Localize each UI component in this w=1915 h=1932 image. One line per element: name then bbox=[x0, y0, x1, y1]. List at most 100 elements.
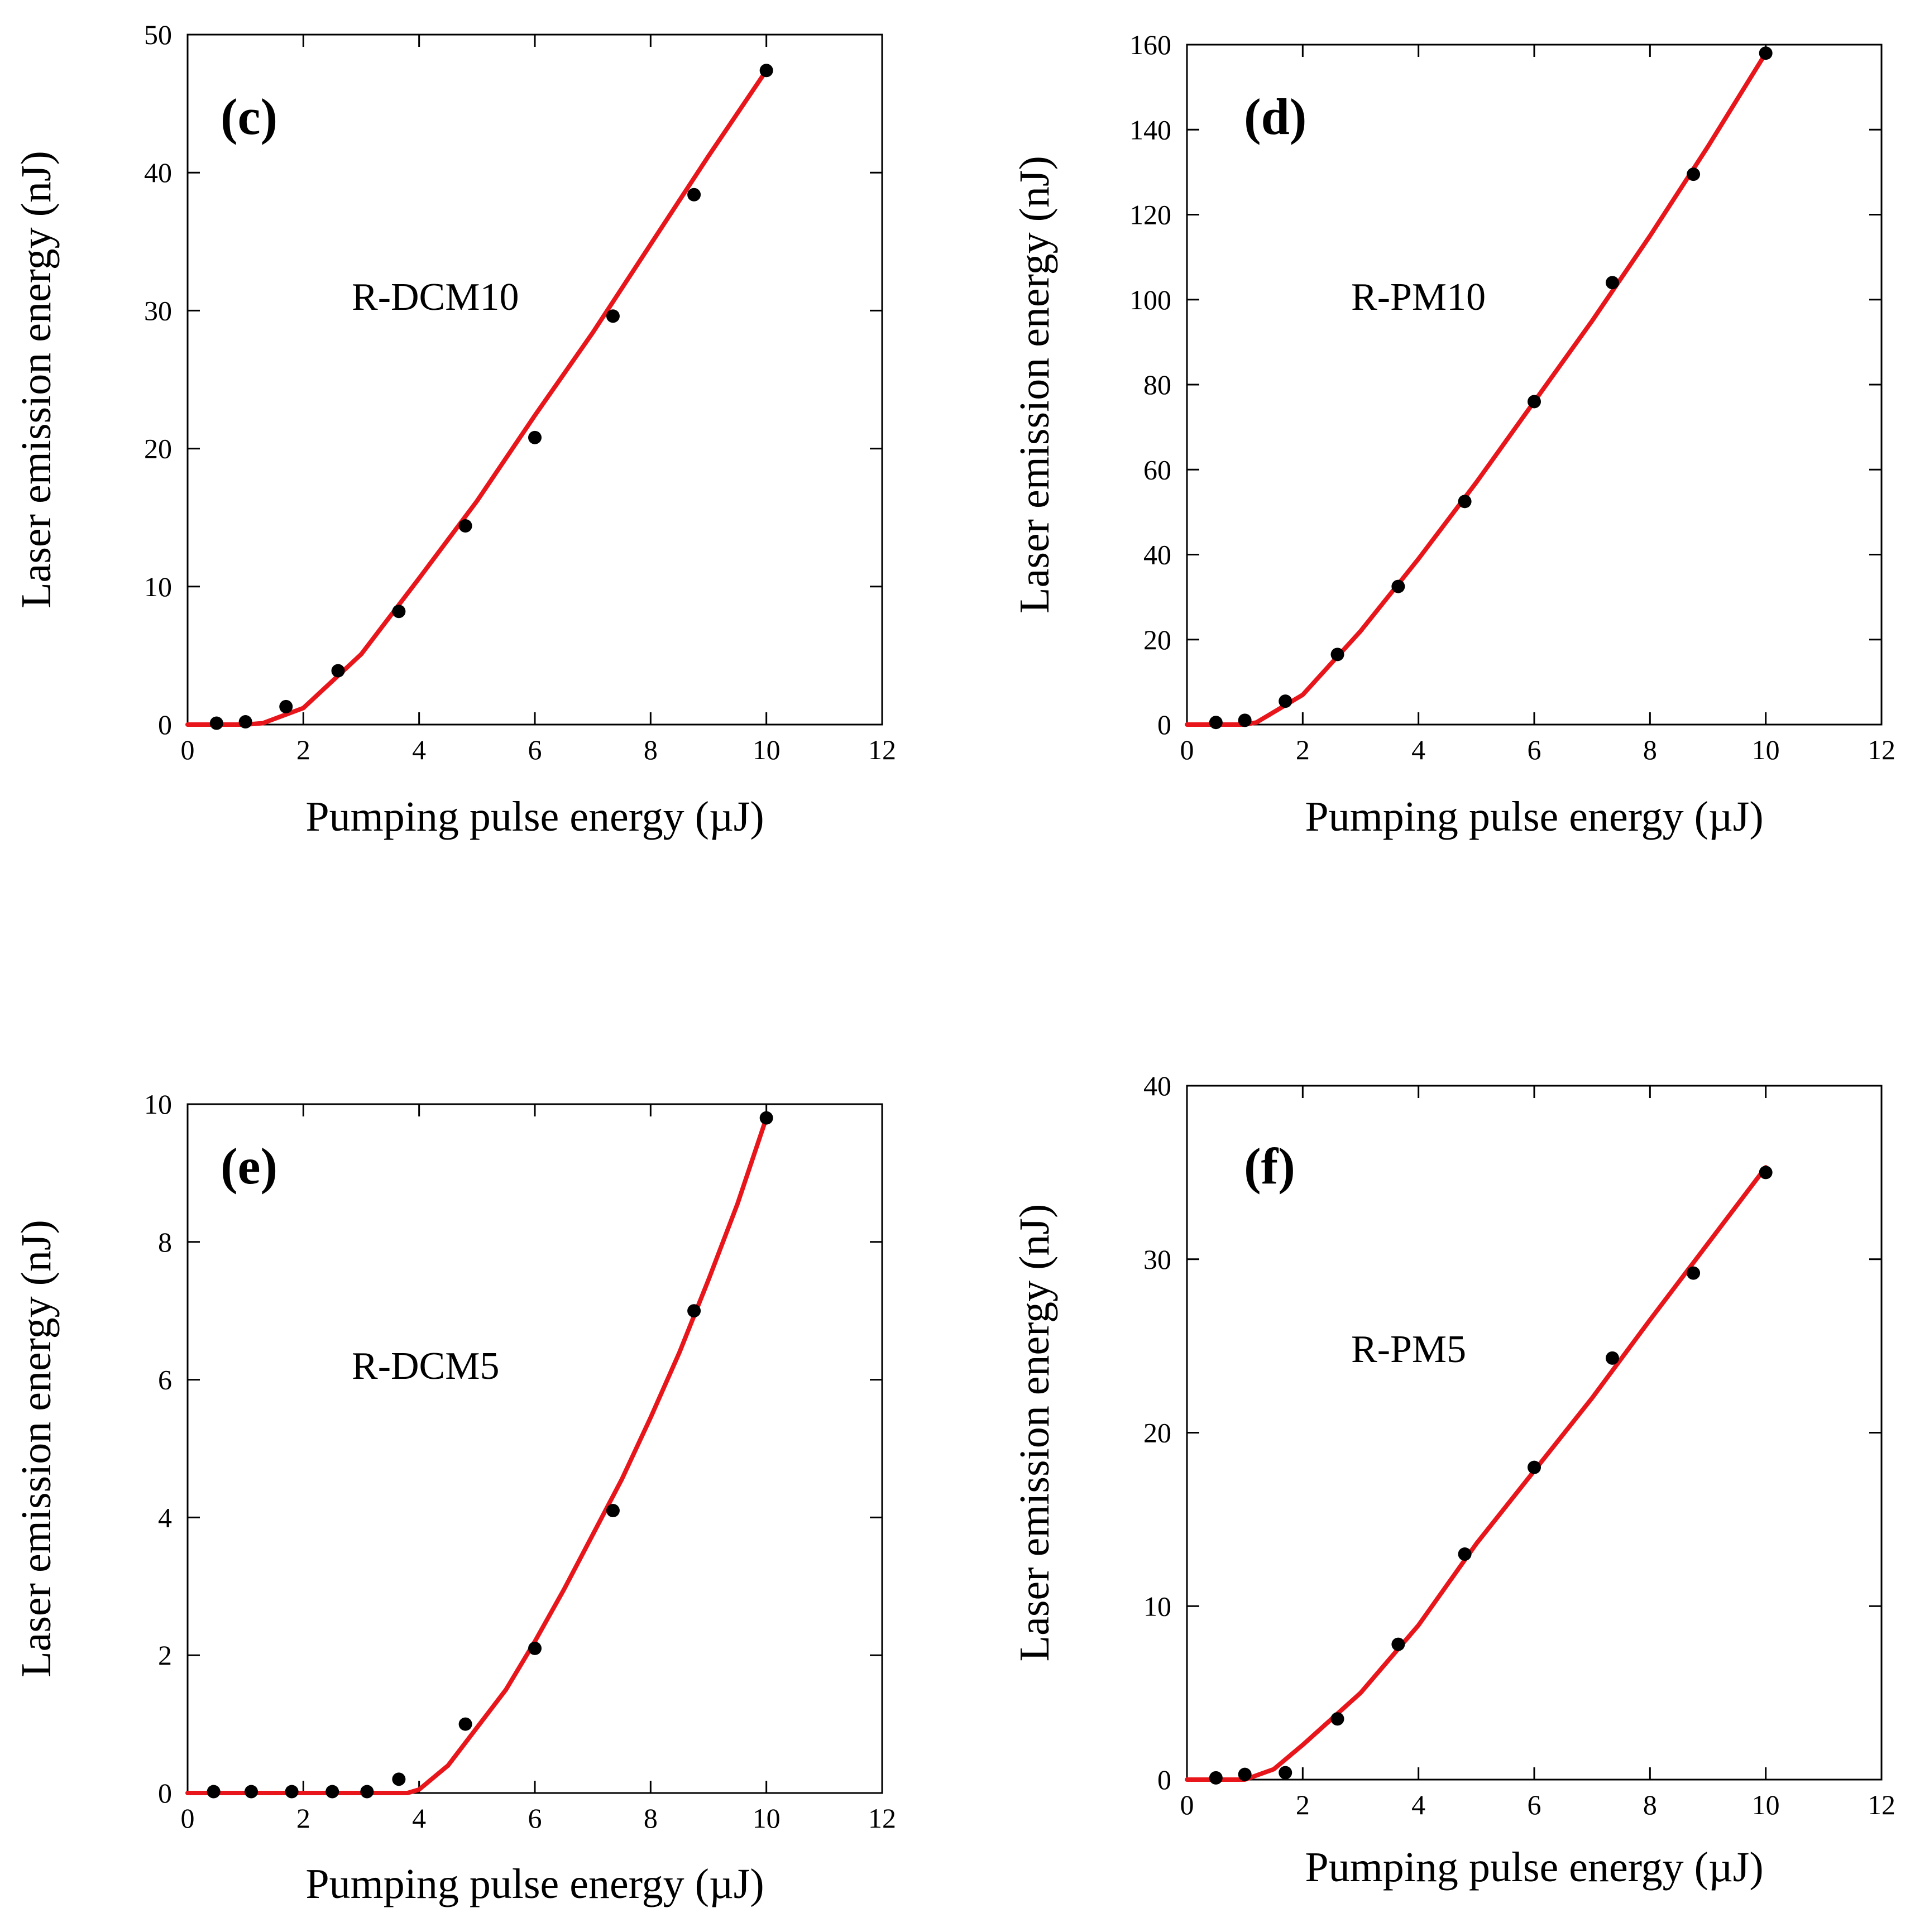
panel-f-data-point bbox=[1687, 1266, 1701, 1280]
panel-c-y-axis-title: Laser emission energy (nJ) bbox=[13, 151, 60, 608]
panel-f-x-tick-label: 4 bbox=[1411, 1789, 1425, 1820]
panel-e-x-tick-label: 0 bbox=[181, 1802, 195, 1834]
panel-c-data-point bbox=[209, 716, 223, 730]
panel-d-data-point bbox=[1605, 276, 1619, 290]
panel-e-sample-label: R-DCM5 bbox=[352, 1345, 499, 1388]
panel-c-data-point bbox=[392, 605, 406, 619]
panel-f-data-point bbox=[1458, 1547, 1472, 1561]
panel-c-x-tick-label: 4 bbox=[412, 734, 426, 765]
panel-e-y-tick-label: 6 bbox=[158, 1364, 172, 1396]
panel-f-x-tick-label: 12 bbox=[1868, 1789, 1895, 1820]
panel-c-y-tick-label: 0 bbox=[158, 709, 172, 740]
panel-e-x-tick-label: 12 bbox=[868, 1802, 896, 1834]
panel-e-data-point bbox=[687, 1304, 701, 1318]
panel-e-x-tick-label: 4 bbox=[412, 1802, 426, 1834]
panel-f-data-point bbox=[1330, 1712, 1344, 1726]
panel-e-y-tick-label: 8 bbox=[158, 1226, 172, 1258]
panel-d-y-tick-label: 20 bbox=[1143, 624, 1171, 655]
panel-d-x-tick-label: 8 bbox=[1643, 734, 1657, 765]
panel-e-x-axis-title: Pumping pulse energy (µJ) bbox=[305, 1861, 764, 1907]
panel-d-y-tick-label: 80 bbox=[1143, 369, 1171, 400]
panel-d-x-tick-label: 12 bbox=[1868, 734, 1895, 765]
panel-c-data-point bbox=[759, 64, 773, 78]
panel-d-x-tick-label: 2 bbox=[1296, 734, 1310, 765]
panel-e-fit-line bbox=[185, 1115, 769, 1795]
panel-d-y-tick-label: 100 bbox=[1129, 284, 1171, 315]
panel-f-y-axis-title: Laser emission energy (nJ) bbox=[1011, 1204, 1058, 1662]
panel-f-y-tick-label: 40 bbox=[1143, 1070, 1171, 1101]
panel-c-x-tick-label: 2 bbox=[296, 734, 310, 765]
panel-c-x-tick-label: 12 bbox=[868, 734, 896, 765]
panel-d-data-point bbox=[1391, 579, 1405, 593]
panel-e-y-tick-label: 10 bbox=[144, 1089, 172, 1120]
panel-d-y-tick-label: 60 bbox=[1143, 454, 1171, 485]
panel-f-data-point bbox=[1209, 1771, 1223, 1785]
panel-c-sample-label: R-DCM10 bbox=[352, 276, 519, 319]
panel-c-y-tick-label: 40 bbox=[144, 157, 172, 188]
panel-d-data-point bbox=[1279, 694, 1292, 708]
panel-c-y-tick-label: 10 bbox=[144, 571, 172, 602]
panel-d-data-point bbox=[1528, 395, 1541, 409]
panel-d-tag: (d) bbox=[1244, 88, 1306, 145]
panel-d-fit-line bbox=[1185, 51, 1768, 727]
panel-d-x-tick-label: 0 bbox=[1180, 734, 1194, 765]
panel-c-data-point bbox=[606, 309, 620, 323]
panel-f-x-axis-title: Pumping pulse energy (µJ) bbox=[1305, 1844, 1763, 1891]
panel-e: 0 2 4 6 8 10 12 0 2 4 6 8 10 Pumping pulse energy (µJ… bbox=[13, 1089, 896, 1907]
panel-c-y-tick-label: 50 bbox=[144, 19, 172, 50]
panel-e-data-point bbox=[528, 1641, 542, 1655]
panel-c-tag: (c) bbox=[221, 88, 277, 145]
panel-d-data-point bbox=[1759, 46, 1773, 60]
panel-f-y-tick-label: 0 bbox=[1157, 1764, 1171, 1795]
panel-e-x-tick-label: 2 bbox=[296, 1802, 310, 1834]
panel-d-y-tick-label: 0 bbox=[1157, 709, 1171, 740]
panel-c-data-point bbox=[238, 715, 252, 729]
panel-e-data-point bbox=[245, 1785, 258, 1799]
panel-f: 0 2 4 6 8 10 12 0 10 20 30 40 Pumping pulse energy (… bbox=[1011, 1070, 1895, 1891]
panel-c-x-tick-label: 0 bbox=[181, 734, 195, 765]
panel-f-x-tick-label: 0 bbox=[1180, 1789, 1194, 1820]
panel-d-x-tick-label: 10 bbox=[1752, 734, 1780, 765]
panel-f-x-tick-label: 8 bbox=[1643, 1789, 1657, 1820]
panel-f-y-tick-label: 10 bbox=[1143, 1590, 1171, 1622]
panel-f-tag: (f) bbox=[1244, 1138, 1295, 1195]
panel-d-y-tick-label: 120 bbox=[1129, 199, 1171, 231]
panel-c-data-point bbox=[528, 430, 542, 444]
panel-f-x-tick-label: 10 bbox=[1752, 1789, 1780, 1820]
panel-c-data-point bbox=[331, 664, 345, 678]
panel-d-data-point bbox=[1330, 648, 1344, 661]
panel-d-x-tick-label: 4 bbox=[1411, 734, 1425, 765]
panel-d-x-tick-label: 6 bbox=[1528, 734, 1541, 765]
panel-d-x-axis-title: Pumping pulse energy (µJ) bbox=[1305, 793, 1763, 840]
panel-e-data-point bbox=[285, 1785, 299, 1799]
panel-c-x-axis-title: Pumping pulse energy (µJ) bbox=[305, 793, 764, 840]
panel-c-x-tick-label: 8 bbox=[644, 734, 658, 765]
panel-c-y-tick-label: 30 bbox=[144, 295, 172, 326]
panel-c-fit-line bbox=[185, 68, 769, 727]
panel-f-data-point bbox=[1759, 1166, 1773, 1180]
panel-c-x-tick-label: 6 bbox=[528, 734, 542, 765]
panel-e-x-tick-label: 8 bbox=[644, 1802, 658, 1834]
panel-f-fit-line bbox=[1185, 1165, 1768, 1782]
panel-d-data-point bbox=[1458, 495, 1472, 509]
panel-e-y-axis-title: Laser emission energy (nJ) bbox=[13, 1220, 60, 1677]
panel-d-data-point bbox=[1687, 167, 1701, 181]
panel-c-data-point bbox=[458, 519, 472, 533]
panel-f-y-tick-label: 20 bbox=[1143, 1417, 1171, 1449]
panel-d-y-tick-label: 140 bbox=[1129, 114, 1171, 145]
panel-e-x-tick-label: 10 bbox=[753, 1802, 781, 1834]
panel-e-data-point bbox=[392, 1772, 406, 1786]
panel-d-y-tick-label: 160 bbox=[1129, 29, 1171, 60]
panel-f-data-point bbox=[1238, 1767, 1252, 1781]
panel-e-y-tick-label: 0 bbox=[158, 1777, 172, 1809]
panel-f-x-tick-label: 6 bbox=[1528, 1789, 1541, 1820]
panel-f-data-point bbox=[1391, 1637, 1405, 1651]
panel-c: 0 2 4 6 8 10 12 0 10 20 30 40 50 Pumping pulse energy… bbox=[13, 19, 896, 840]
panel-c-data-point bbox=[279, 699, 293, 713]
panel-f-data-point bbox=[1605, 1351, 1619, 1365]
panel-e-y-tick-label: 2 bbox=[158, 1639, 172, 1671]
panel-e-data-point bbox=[458, 1717, 472, 1731]
